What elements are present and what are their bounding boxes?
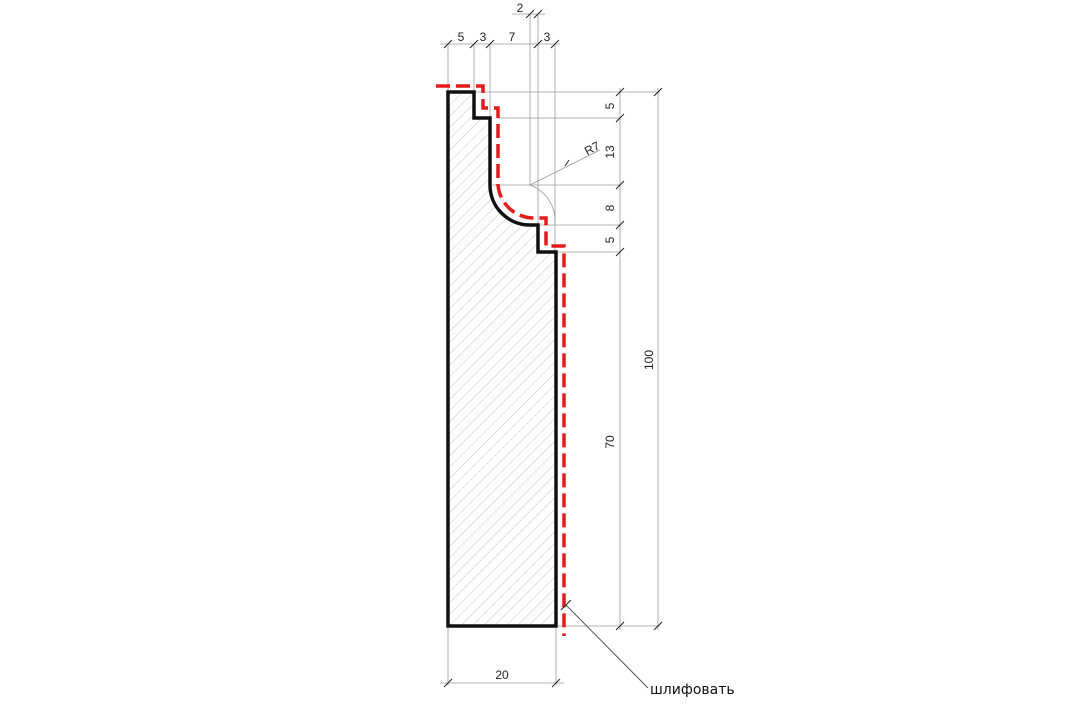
dim-top-4: 3 bbox=[544, 30, 551, 44]
dim-top-small: 2 bbox=[517, 1, 524, 15]
dim-right-2: 13 bbox=[603, 145, 617, 159]
top-dimension-chain: 5 3 7 3 2 bbox=[440, 1, 560, 49]
dim-radius: R7 bbox=[582, 139, 602, 159]
dim-overall-height: 100 bbox=[642, 350, 656, 370]
dim-right-4: 5 bbox=[603, 236, 617, 243]
overall-height-dimension: 100 bbox=[642, 87, 663, 631]
dim-lower-height: 70 bbox=[603, 435, 617, 449]
dim-top-1: 5 bbox=[458, 30, 465, 44]
dim-right-3: 8 bbox=[603, 204, 617, 211]
dim-bottom-width: 20 bbox=[495, 668, 509, 682]
extension-lines bbox=[447, 14, 660, 685]
dim-top-2: 3 bbox=[480, 30, 487, 44]
dim-top-3: 7 bbox=[509, 30, 516, 44]
bottom-dimension: 20 bbox=[440, 668, 564, 688]
radius-dimension: R7 bbox=[529, 139, 602, 186]
grinding-line bbox=[436, 84, 566, 636]
grinding-note: шлифовать bbox=[560, 599, 735, 698]
right-dimension-chain: 5 13 8 5 70 bbox=[603, 87, 625, 631]
note-label: шлифовать bbox=[650, 682, 735, 698]
profile-section bbox=[446, 90, 558, 628]
dim-right-1: 5 bbox=[603, 102, 617, 109]
